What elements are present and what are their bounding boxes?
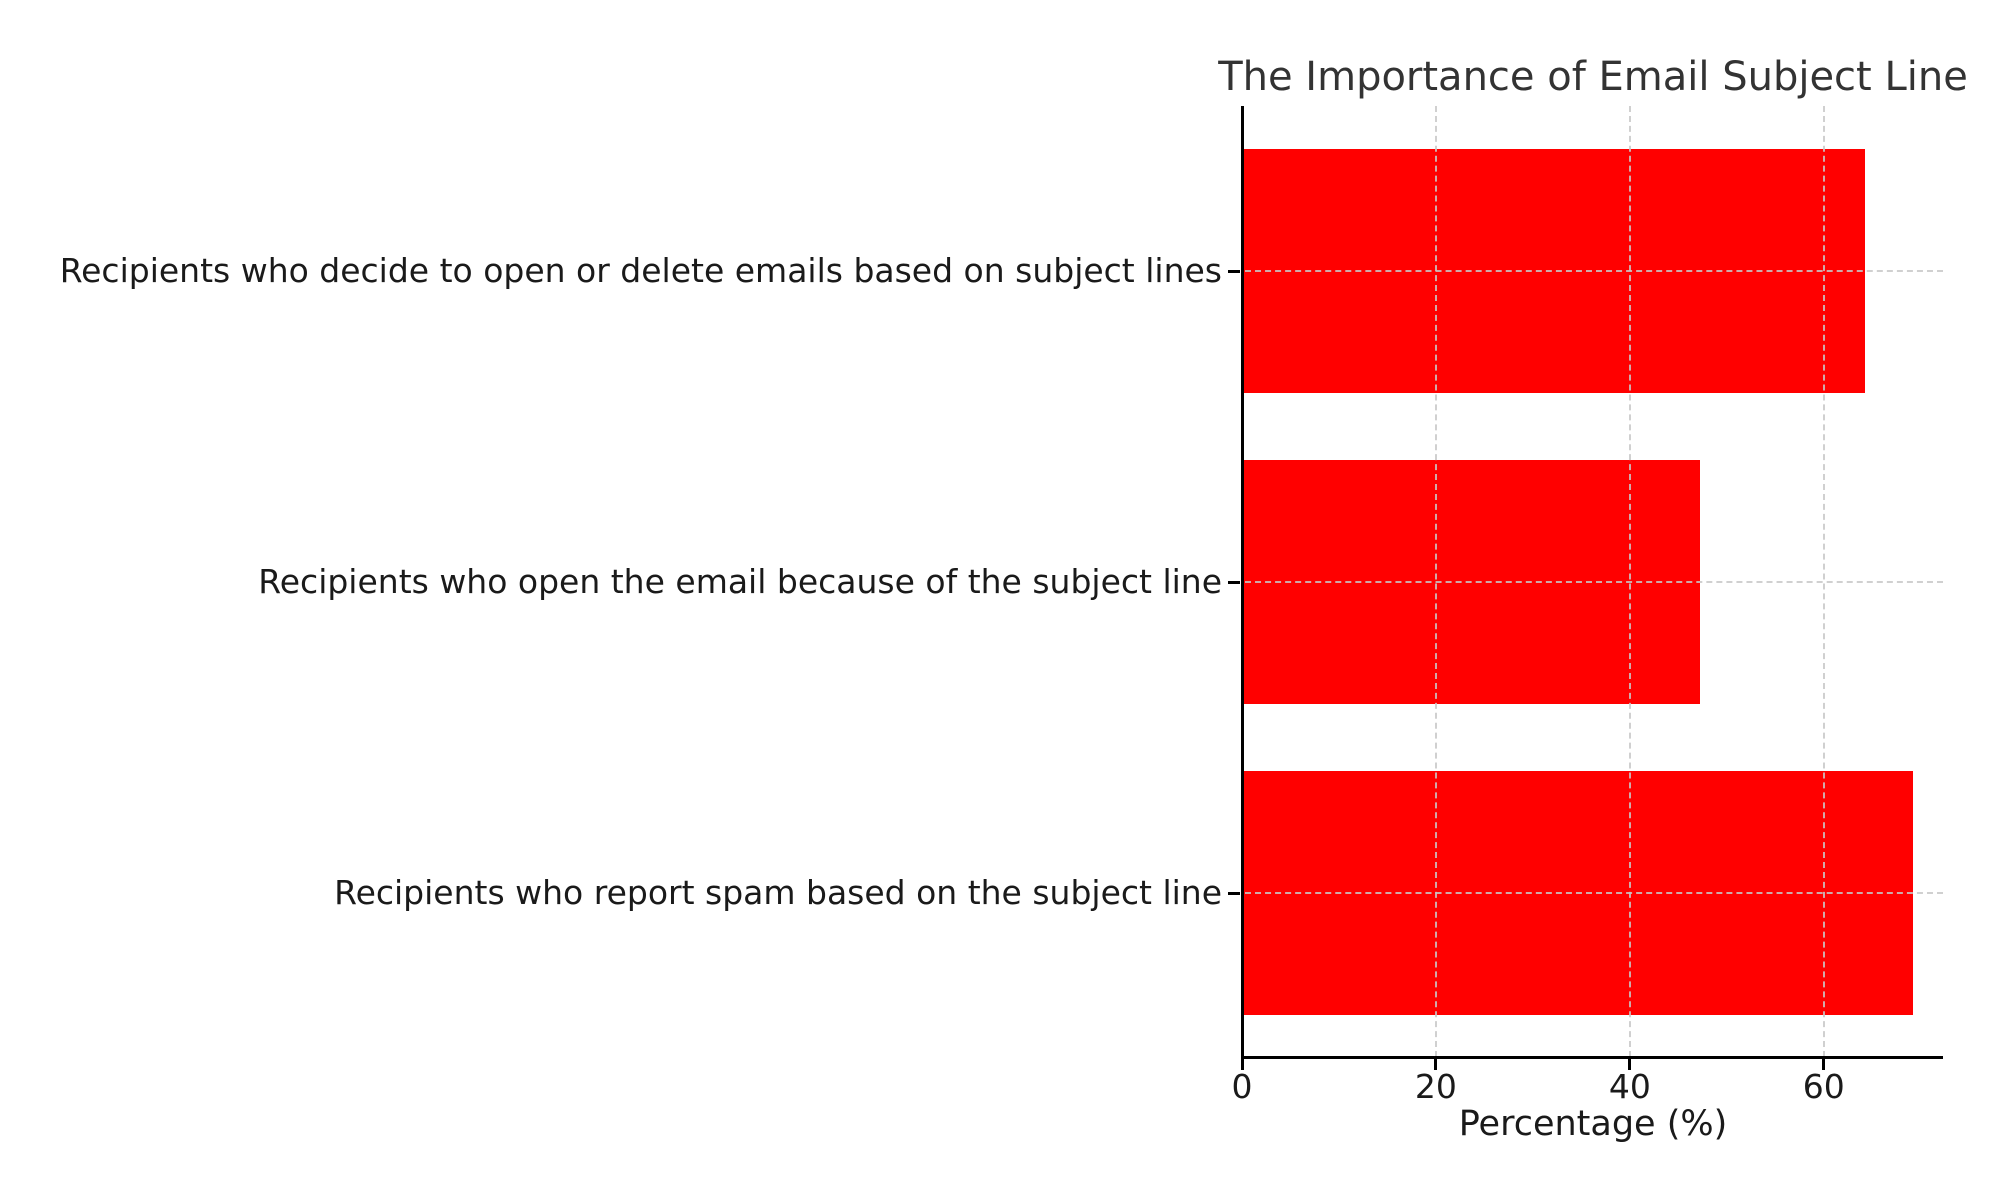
gridline-v-60 — [1822, 106, 1825, 1057]
chart-title: The Importance of Email Subject Line — [1218, 54, 1968, 100]
y-category-label-1: Recipients who open the email because of… — [258, 562, 1222, 601]
x-tick-label-60: 60 — [1802, 1067, 1845, 1106]
x-axis-label: Percentage (%) — [1458, 1104, 1728, 1144]
x-tick-mark-0 — [1240, 1059, 1244, 1070]
y-tick-mark-0 — [1228, 269, 1240, 273]
x-tick-label-20: 20 — [1414, 1067, 1457, 1106]
x-tick-label-40: 40 — [1608, 1067, 1651, 1106]
y-category-label-2: Recipients who report spam based on the … — [334, 873, 1222, 912]
y-category-label-0: Recipients who decide to open or delete … — [59, 251, 1222, 290]
gridline-h-2 — [1245, 892, 1943, 894]
gridline-v-20 — [1434, 106, 1437, 1057]
x-axis-spine — [1241, 1056, 1943, 1059]
gridline-h-0 — [1245, 270, 1943, 272]
x-tick-mark-20 — [1434, 1059, 1438, 1070]
gridline-v-40 — [1628, 106, 1631, 1057]
y-tick-mark-1 — [1228, 580, 1240, 584]
y-axis-spine — [1241, 106, 1244, 1059]
x-tick-mark-60 — [1822, 1059, 1826, 1070]
gridline-h-1 — [1245, 581, 1943, 583]
y-tick-mark-2 — [1228, 891, 1240, 895]
x-tick-label-0: 0 — [1231, 1067, 1253, 1106]
x-tick-mark-40 — [1628, 1059, 1632, 1070]
